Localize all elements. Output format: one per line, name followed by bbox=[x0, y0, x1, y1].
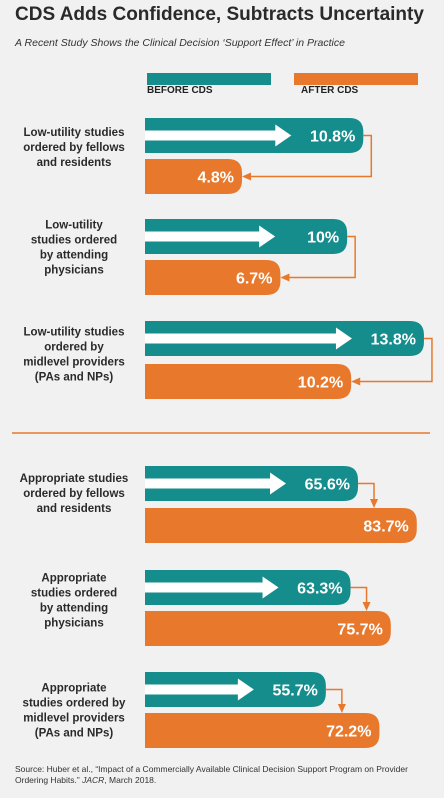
arrow-shaft bbox=[145, 582, 265, 593]
bar-before-label: 10% bbox=[307, 230, 339, 247]
category-label: Appropriate studies ordered by fellows and… bbox=[20, 473, 129, 515]
bar-after-label: 6.7% bbox=[236, 271, 272, 288]
change-arrowhead bbox=[362, 602, 371, 611]
arrow-shaft bbox=[145, 478, 273, 489]
change-arrowhead bbox=[280, 273, 290, 282]
arrow-head bbox=[270, 472, 287, 495]
bar-after-label: 75.7% bbox=[337, 622, 382, 639]
bar-after-label: 10.2% bbox=[298, 375, 343, 392]
bar-after-label: 83.7% bbox=[363, 519, 408, 536]
change-arrowhead bbox=[370, 499, 379, 508]
category-label: Low-utility studies ordered by fellows and… bbox=[23, 127, 125, 169]
change-connector bbox=[250, 134, 373, 178]
bar-before-label: 65.6% bbox=[305, 477, 350, 494]
change-connector bbox=[288, 235, 356, 279]
change-connector bbox=[325, 688, 343, 705]
chart-subtitle: A Recent Study Shows the Clinical Decisi… bbox=[15, 37, 345, 49]
bar-before-label: 63.3% bbox=[297, 581, 342, 598]
arrow-shaft bbox=[145, 231, 262, 242]
legend-swatch-after bbox=[294, 73, 418, 85]
arrow-head bbox=[275, 124, 292, 147]
bar-after-label: 72.2% bbox=[326, 724, 371, 741]
bar-after-label: 4.8% bbox=[198, 170, 234, 187]
legend-label-after: AFTER CDS bbox=[301, 85, 359, 96]
bar-after bbox=[145, 364, 352, 399]
category-label: Appropriate studies ordered by midlevel pr… bbox=[23, 683, 126, 740]
change-connector bbox=[359, 337, 433, 383]
source-note: Source: Huber et al., “Impact of a Comme… bbox=[15, 764, 408, 785]
bar-after bbox=[145, 611, 391, 646]
arrow-head bbox=[262, 576, 279, 599]
arrow-head bbox=[237, 678, 254, 701]
change-connector bbox=[350, 586, 368, 603]
bar-after bbox=[145, 159, 243, 194]
change-arrowhead bbox=[351, 377, 361, 386]
category-label: Appropriate studies ordered by attending ph… bbox=[31, 573, 117, 630]
arrow-head bbox=[335, 327, 352, 350]
legend-swatch-before bbox=[147, 73, 271, 85]
bar-after bbox=[145, 713, 380, 748]
bar-before-label: 10.8% bbox=[310, 129, 355, 146]
chart-title: CDS Adds Confidence, Subtracts Uncertain… bbox=[15, 4, 424, 25]
bar-before-label: 55.7% bbox=[272, 683, 317, 700]
arrow-shaft bbox=[145, 684, 240, 695]
arrow-shaft bbox=[145, 333, 338, 344]
arrow-shaft bbox=[145, 130, 278, 141]
bar-after bbox=[145, 260, 281, 295]
change-arrowhead bbox=[337, 704, 346, 713]
change-arrowhead bbox=[242, 172, 252, 181]
change-connector bbox=[358, 482, 375, 500]
bar-after bbox=[145, 508, 417, 543]
category-label: Low-utility studies ordered by attending ph… bbox=[31, 220, 117, 277]
legend-label-before: BEFORE CDS bbox=[147, 85, 213, 96]
category-label: Low-utility studies ordered by midlevel pr… bbox=[23, 327, 125, 384]
arrow-head bbox=[259, 225, 276, 248]
bar-before-label: 13.8% bbox=[371, 332, 416, 349]
